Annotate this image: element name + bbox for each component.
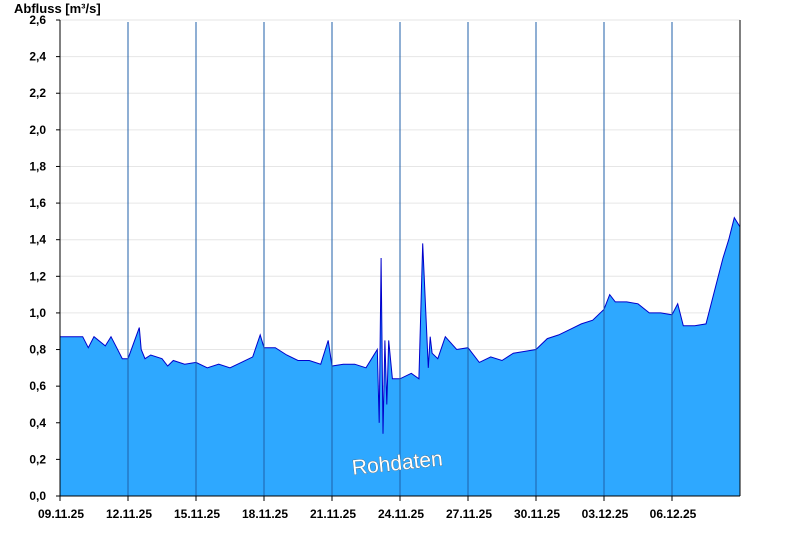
x-tick-label: 30.11.25	[514, 507, 560, 521]
x-tick-label: 03.12.25	[582, 507, 629, 521]
x-tick-label: 18.11.25	[242, 507, 288, 521]
y-tick-label: 2,0	[29, 123, 46, 137]
x-tick-label: 15.11.25	[174, 507, 220, 521]
y-tick-label: 1,6	[29, 196, 46, 210]
y-tick-label: 0,0	[29, 489, 46, 503]
x-tick-label: 21.11.25	[310, 507, 356, 521]
y-axis-ticks: 0,0 0,2 0,4 0,6 0,8 1,0 1,2 1,4 1,6 1,8 2,0 2,2 2,4 2…	[29, 13, 60, 503]
x-tick-label: 27.11.25	[446, 507, 492, 521]
x-tick-label: 09.11.25	[38, 507, 84, 521]
series-line	[60, 216, 741, 434]
y-tick-label: 2,6	[29, 13, 46, 27]
y-tick-label: 2,2	[29, 86, 46, 100]
y-tick-label: 0,8	[29, 343, 46, 357]
x-tick-label: 06.12.25	[650, 507, 697, 521]
y-axis-title: Abfluss [m³/s]	[14, 1, 101, 16]
y-tick-label: 0,6	[29, 379, 46, 393]
series-area	[60, 217, 740, 496]
x-axis-ticks: 09.11.25 12.11.25 15.11.25 18.11.25 21.11.25…	[38, 496, 697, 521]
y-tick-label: 0,2	[29, 452, 46, 466]
day-separators	[127, 22, 673, 496]
y-tick-label: 1,8	[29, 159, 46, 173]
x-tick-label: 12.11.25	[106, 507, 152, 521]
y-tick-label: 1,4	[29, 233, 46, 247]
y-tick-label: 1,0	[29, 306, 46, 320]
y-tick-label: 1,2	[29, 269, 46, 283]
plot-area	[60, 216, 741, 496]
y-tick-label: 0,4	[29, 416, 46, 430]
x-tick-label: 24.11.25	[378, 507, 424, 521]
y-tick-label: 2,4	[29, 50, 46, 64]
